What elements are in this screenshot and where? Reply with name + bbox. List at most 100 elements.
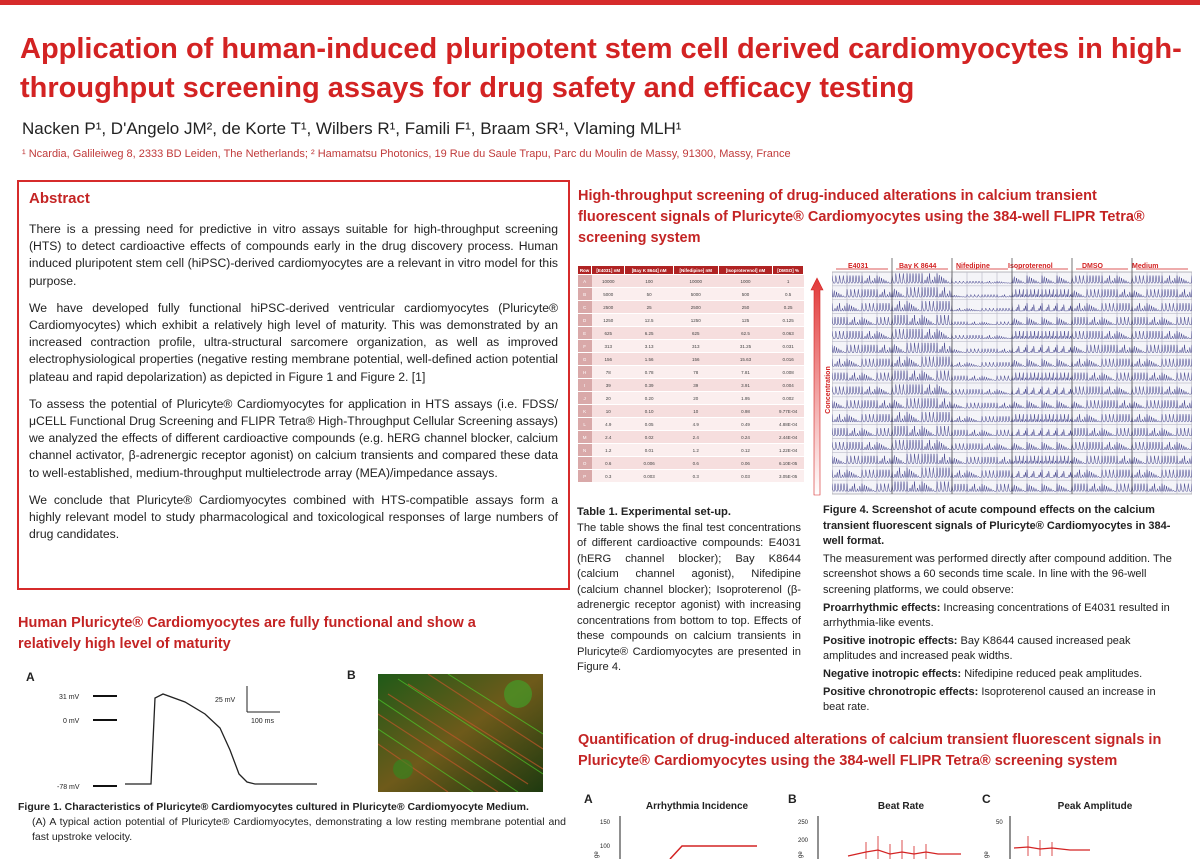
- table-cell: 0.5: [772, 287, 804, 301]
- table-row: L 4.9 0.05 4.9 0.49 4.88E-04: [577, 417, 804, 431]
- top-accent-bar: [0, 0, 1200, 5]
- table-cell: 0.6: [591, 456, 625, 470]
- table-row: A 10000 100 10000 1000 1: [577, 274, 804, 288]
- table-cell: 313: [591, 339, 625, 353]
- table-row-label: O: [577, 456, 592, 470]
- table-cell: 78: [673, 365, 719, 379]
- table-cell: 2500: [591, 300, 625, 314]
- table-header-cell: [DMSO] %: [772, 265, 804, 275]
- table-row-label: H: [577, 365, 592, 379]
- table-cell: 10: [673, 404, 719, 418]
- graph-a-tick-150: 150: [600, 820, 611, 826]
- table-cell: 0.002: [772, 391, 804, 405]
- label-neg78mv: -78 mV: [57, 784, 80, 791]
- table-cell: 2500: [673, 300, 719, 314]
- table-cell: 1.56: [624, 352, 674, 366]
- table-row-label: L: [577, 417, 592, 431]
- table-row: H 78 0.78 78 7.81 0.008: [577, 365, 804, 379]
- effect-inotropic-positive-text: Bay K8644 caused increased peak amplitud…: [823, 634, 1131, 663]
- affiliations: ¹ Ncardia, Galileiweg 8, 2333 BD Leiden,…: [22, 148, 791, 160]
- table-cell: 1.2: [673, 443, 719, 457]
- figure1-caption-a: (A) A typical action potential of Pluric…: [32, 816, 566, 843]
- figure1-panel-a-label: A: [26, 670, 35, 684]
- table-cell: 50: [624, 287, 674, 301]
- abstract-paragraph-4: We conclude that Pluricyte® Cardiomyocyt…: [29, 492, 558, 542]
- table-cell: 0.016: [772, 352, 804, 366]
- table-row-label: P: [577, 469, 592, 483]
- table-cell: 0.02: [624, 430, 674, 444]
- table1-caption-title: Table 1. Experimental set-up.: [577, 506, 731, 518]
- effect-chronotropic-text: Isoproterenol caused an increase in beat…: [823, 685, 1156, 714]
- effect-chronotropic: Positive chronotropic effects: Isoproter…: [823, 685, 1177, 716]
- abstract-paragraph-3: To assess the potential of Pluricyte® Ca…: [29, 396, 558, 480]
- table-cell: 9.77E-04: [772, 404, 804, 418]
- concentration-arrow: Concentration: [810, 277, 832, 496]
- table-cell: 0.78: [624, 365, 674, 379]
- figure1-panel-b-label: B: [347, 668, 356, 682]
- effect-chronotropic-label: Positive chronotropic effects:: [823, 685, 979, 698]
- table-cell: 0.003: [624, 469, 674, 483]
- action-potential-trace: 31 mV 0 mV -78 mV 25 mV 100 ms: [57, 686, 317, 791]
- table-cell: 3.05E-05: [772, 469, 804, 483]
- table-row: J 20 0.20 20 1.95 0.002: [577, 391, 804, 405]
- fig4-label-e4031: E4031: [848, 263, 869, 270]
- concentration-label: Concentration: [825, 366, 832, 413]
- table-row-label: M: [577, 430, 592, 444]
- table-row: P 0.3 0.003 0.3 0.03 3.05E-05: [577, 469, 804, 483]
- figure4-caption-title: Figure 4. Screenshot of acute compound e…: [823, 504, 1171, 548]
- table-cell: 6.25: [624, 326, 674, 340]
- figure1-caption-title: Figure 1. Characteristics of Pluricyte® …: [18, 801, 529, 813]
- table-cell: 12.5: [624, 313, 674, 327]
- table-cell: 0.06: [718, 456, 773, 470]
- table-cell: 4.9: [673, 417, 719, 431]
- graph-c-plot: 50 ge: [984, 816, 1090, 859]
- table-cell: 0.008: [772, 365, 804, 379]
- graph-a-tick-100: 100: [600, 844, 611, 850]
- graph-b-tick-200: 200: [798, 838, 809, 844]
- table-cell: 4.9: [591, 417, 625, 431]
- table-cell: 62.5: [718, 326, 773, 340]
- graph-b-tick-250: 250: [798, 820, 809, 826]
- table-header-cell: [E4031] nM: [591, 265, 626, 275]
- table-cell: 0.20: [624, 391, 674, 405]
- graph-beat-rate: B Beat Rate 250 200 ge: [786, 790, 986, 859]
- table-cell: 625: [673, 326, 719, 340]
- table-cell: 250: [718, 300, 773, 314]
- table-cell: 78: [591, 365, 625, 379]
- graph-b-letter: B: [788, 792, 797, 806]
- table-cell: 3.91: [718, 378, 773, 392]
- table-row-label: A: [577, 274, 592, 288]
- table-cell: 156: [673, 352, 719, 366]
- effect-inotropic-negative-text: Nifedipine reduced peak amplitudes.: [961, 667, 1143, 680]
- table-cell: 313: [673, 339, 719, 353]
- effect-inotropic-positive: Positive inotropic effects: Bay K8644 ca…: [823, 634, 1177, 665]
- table-row: C 2500 25 2500 250 0.25: [577, 300, 804, 314]
- graph-a-title: Arrhythmia Incidence: [645, 801, 749, 812]
- table-cell: 1: [772, 274, 804, 288]
- table-cell: 0.24: [718, 430, 773, 444]
- graph-c-ylabel: ge: [984, 851, 990, 858]
- graph-c-tick-50: 50: [996, 820, 1003, 826]
- table-header-cell: [Nifedipine] nM: [672, 265, 719, 275]
- figure4-caption-text: The measurement was performed directly a…: [823, 552, 1172, 596]
- table-row-label: K: [577, 404, 592, 418]
- section-title-quantification: Quantification of drug-induced alteratio…: [578, 732, 1162, 769]
- table-row-label: E: [577, 326, 592, 340]
- graph-c-title: Peak Amplitude: [1057, 801, 1133, 812]
- table-cell: 39: [591, 378, 625, 392]
- table-cell: 0.3: [591, 469, 625, 483]
- table-cell: 10: [591, 404, 625, 418]
- table-cell: 625: [591, 326, 625, 340]
- table-row: N 1.2 0.01 1.2 0.12 1.22E-04: [577, 443, 804, 457]
- experimental-setup-table: Row [E4031] nM [Bay K 8644] nM [Nifedipine]…: [576, 265, 804, 483]
- table-cell: 2.4: [591, 430, 625, 444]
- table-cell: 0.006: [624, 456, 674, 470]
- table-cell: 20: [673, 391, 719, 405]
- table-cell: 1.95: [718, 391, 773, 405]
- fig4-label-nifedipine: Nifedipine: [956, 263, 990, 270]
- abstract-paragraph-1: There is a pressing need for predictive …: [29, 222, 558, 288]
- table-cell: 39: [673, 378, 719, 392]
- table-cell: 6.10E-05: [772, 456, 804, 470]
- table-row-label: G: [577, 352, 592, 366]
- table-row: M 2.4 0.02 2.4 0.24 2.44E-04: [577, 430, 804, 444]
